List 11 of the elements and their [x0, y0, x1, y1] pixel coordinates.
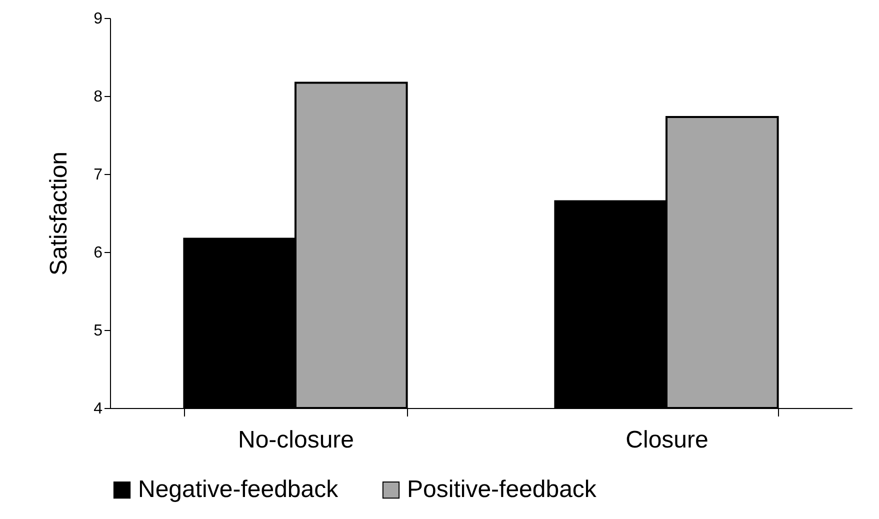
x-tick-label: No-closure	[238, 426, 354, 454]
y-tick-label: 7	[94, 166, 103, 184]
y-tick-label: 5	[94, 322, 103, 340]
x-tick-label: Closure	[626, 426, 708, 454]
y-tick-label: 6	[94, 244, 103, 262]
y-tick-label: 9	[94, 10, 103, 28]
y-tick-label: 8	[94, 88, 103, 106]
y-tick-label: 4	[94, 400, 103, 418]
y-axis-title: Satisfaction	[46, 151, 73, 276]
legend-label: Negative-feedback	[138, 476, 340, 503]
legend-label: Positive-feedback	[407, 476, 598, 503]
